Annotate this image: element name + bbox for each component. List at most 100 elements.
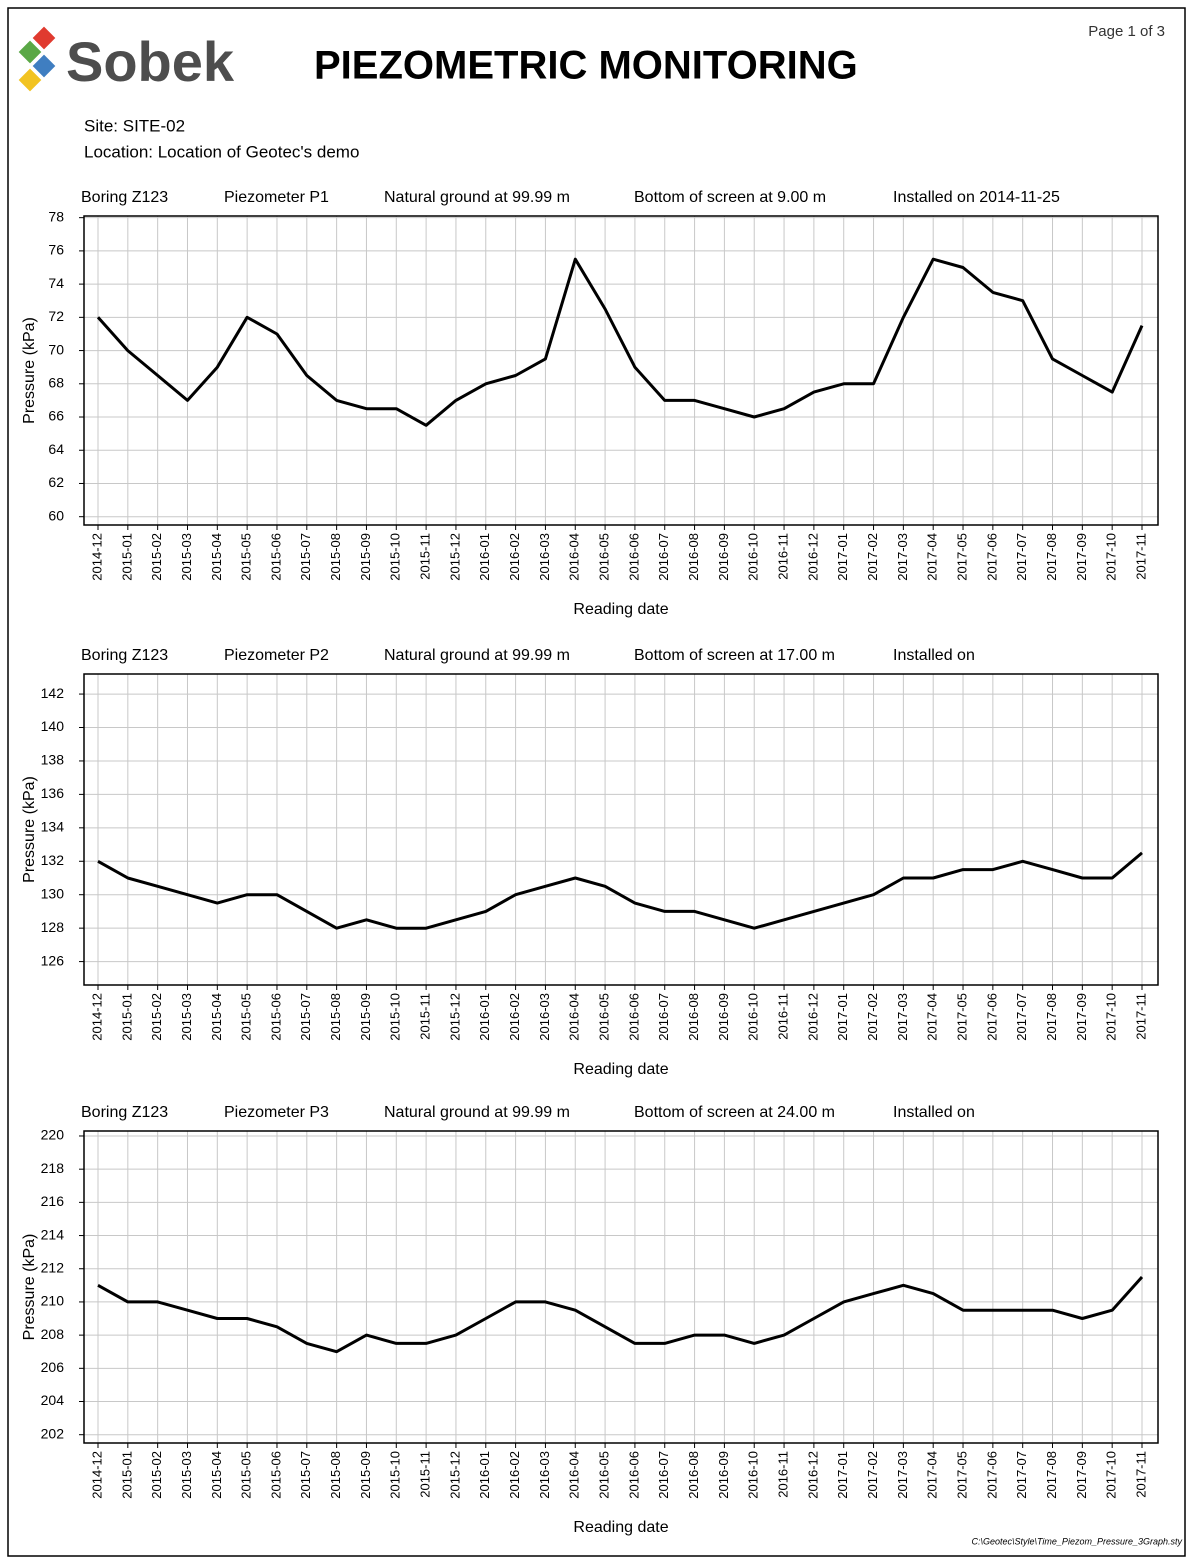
chart-info: Natural ground at 99.99 m [384,189,570,206]
x-tick-label: 2015-03 [179,1451,194,1499]
y-tick-label: 78 [48,208,64,224]
x-tick-label: 2015-03 [179,993,194,1041]
site: Site: SITE-02 [84,116,185,135]
x-tick-label: 2015-08 [328,993,343,1041]
x-tick-label: 2016-03 [537,993,552,1041]
x-tick-label: 2017-04 [925,993,940,1041]
y-tick-label: 214 [41,1226,65,1242]
x-tick-label: 2015-08 [328,1451,343,1499]
x-tick-label: 2017-02 [865,993,880,1041]
x-tick-label: 2015-07 [298,533,313,581]
x-tick-label: 2015-09 [358,533,373,581]
x-tick-label: 2015-02 [149,1451,164,1499]
x-axis-label: Reading date [573,601,668,618]
y-axis-label: Pressure (kPa) [21,1234,38,1341]
x-tick-label: 2017-10 [1104,1451,1119,1499]
x-tick-label: 2015-05 [239,993,254,1041]
x-tick-label: 2015-01 [119,1451,134,1499]
x-tick-label: 2016-09 [716,993,731,1041]
x-tick-label: 2016-12 [805,993,820,1041]
y-tick-label: 140 [41,718,65,734]
y-tick-label: 204 [41,1392,65,1408]
y-tick-label: 218 [41,1160,65,1176]
chart-info: Installed on [893,1104,975,1121]
x-tick-label: 2016-12 [805,533,820,581]
chart-info: Natural ground at 99.99 m [384,647,570,664]
chart-info: Installed on 2014-11-25 [893,189,1060,206]
chart-info: Piezometer P1 [224,189,329,206]
x-tick-label: 2016-01 [477,1451,492,1499]
y-axis-label: Pressure (kPa) [21,776,38,883]
x-tick-label: 2015-11 [418,1451,433,1498]
x-tick-label: 2015-08 [328,533,343,581]
x-tick-label: 2015-04 [209,993,224,1041]
chart-info: Boring Z123 [81,189,168,206]
x-tick-label: 2015-06 [268,993,283,1041]
y-tick-label: 132 [41,852,65,868]
logo-icon [18,26,56,92]
x-tick-label: 2017-03 [895,533,910,581]
x-tick-label: 2016-10 [746,993,761,1041]
y-tick-label: 76 [48,242,64,258]
x-tick-label: 2017-03 [895,993,910,1041]
x-tick-label: 2017-09 [1074,1451,1089,1499]
x-tick-label: 2016-04 [567,1451,582,1499]
x-tick-label: 2015-11 [418,533,433,580]
x-tick-label: 2015-11 [418,993,433,1040]
y-tick-label: 128 [41,919,65,935]
y-tick-label: 72 [48,308,64,324]
x-tick-label: 2017-01 [835,533,850,581]
x-tick-label: 2016-07 [656,1451,671,1499]
y-tick-label: 216 [41,1193,65,1209]
y-tick-label: 64 [48,441,64,457]
x-tick-label: 2017-10 [1104,993,1119,1041]
x-tick-label: 2017-09 [1074,533,1089,581]
x-tick-label: 2016-04 [567,533,582,581]
x-tick-label: 2017-06 [984,993,999,1041]
x-tick-label: 2016-02 [507,533,522,581]
x-axis-label: Reading date [573,1061,668,1078]
x-tick-label: 2015-02 [149,533,164,581]
x-tick-label: 2016-02 [507,993,522,1041]
x-tick-label: 2017-06 [984,1451,999,1499]
page-number: Page 1 of 3 [1088,23,1165,40]
y-tick-label: 70 [48,341,64,357]
data-line [97,1275,1144,1354]
x-tick-label: 2017-04 [925,533,940,581]
footer-file: C:\Geotec\Style\Time_Piezom_Pressure_3Gr… [971,1536,1182,1546]
data-line [97,851,1143,930]
x-tick-label: 2015-09 [358,1451,373,1499]
y-tick-label: 202 [41,1425,65,1441]
location: Location: Location of Geotec's demo [84,142,359,161]
x-tick-label: 2016-05 [597,1451,612,1499]
x-tick-label: 2017-05 [954,533,969,581]
x-tick-label: 2015-10 [388,993,403,1041]
y-tick-label: 60 [48,507,64,523]
x-tick-label: 2017-02 [865,1451,880,1499]
x-tick-label: 2016-08 [686,533,701,581]
x-tick-label: 2015-05 [239,533,254,581]
x-tick-label: 2016-02 [507,1451,522,1499]
x-tick-label: 2016-01 [477,533,492,581]
logo-text: Sobek [66,30,235,93]
x-tick-label: 2017-11 [1133,533,1148,580]
x-tick-label: 2014-12 [89,533,104,581]
x-tick-label: 2016-06 [626,1451,641,1499]
x-tick-label: 2015-12 [447,993,462,1041]
y-tick-label: 212 [41,1259,65,1275]
page-border [7,7,1186,1557]
x-tick-label: 2016-03 [537,533,552,581]
x-tick-label: 2015-07 [298,993,313,1041]
x-tick-label: 2017-02 [865,533,880,581]
x-tick-label: 2016-10 [746,533,761,581]
x-tick-label: 2015-07 [298,1451,313,1499]
x-tick-label: 2017-05 [954,993,969,1041]
chart-info: Natural ground at 99.99 m [384,1104,570,1121]
x-tick-label: 2015-04 [209,533,224,581]
x-tick-label: 2017-04 [925,1451,940,1499]
x-tick-label: 2016-12 [805,1451,820,1499]
x-tick-label: 2016-06 [626,993,641,1041]
x-tick-label: 2017-01 [835,993,850,1041]
x-tick-label: 2017-07 [1014,533,1029,581]
